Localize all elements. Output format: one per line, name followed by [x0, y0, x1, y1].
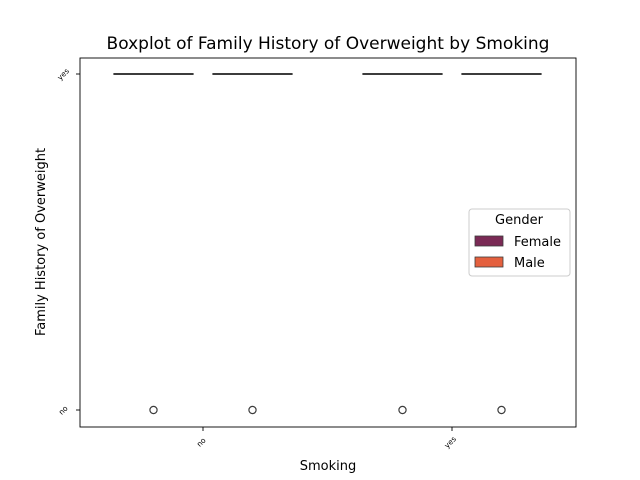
box-outlier: [497, 405, 506, 415]
legend-label-female: Female: [514, 235, 561, 250]
legend-swatch-female: [474, 235, 504, 247]
axes-frame: [79, 57, 577, 428]
legend-title: Gender: [495, 213, 544, 228]
box-outlier: [149, 405, 158, 415]
legend-swatch-male: [474, 256, 504, 268]
y-axis-label: Family History of Overweight: [34, 148, 49, 336]
legend-label-male: Male: [514, 256, 545, 271]
box-outlier: [248, 405, 257, 415]
box-female-yes: [362, 73, 443, 415]
chart-title: Boxplot of Family History of Overweight …: [107, 34, 550, 54]
box-male-yes: [461, 73, 542, 415]
legend: Gender Female Male: [468, 208, 571, 277]
box-outlier: [398, 405, 407, 415]
box-male-no: [212, 73, 293, 415]
plot-area: [113, 73, 542, 415]
box-female-no: [113, 73, 194, 415]
x-axis-label: Smoking: [300, 459, 357, 474]
